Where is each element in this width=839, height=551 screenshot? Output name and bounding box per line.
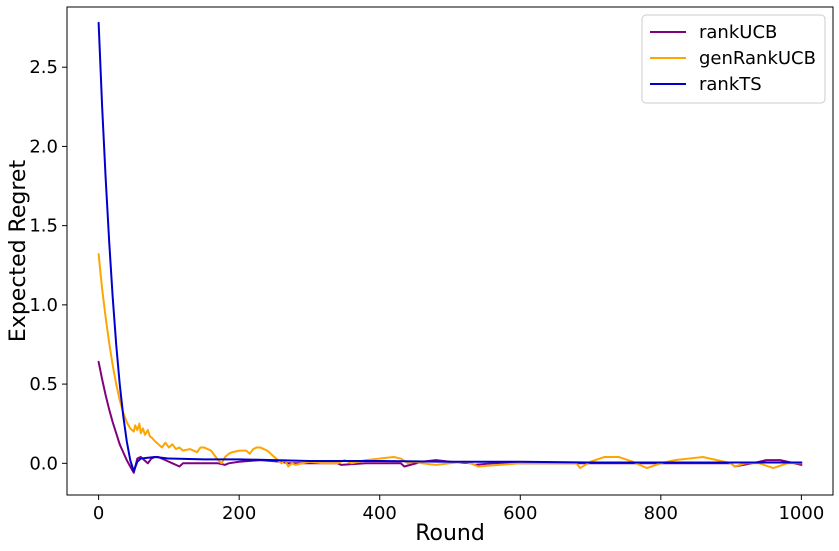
- legend-label-rankUCB: rankUCB: [699, 22, 777, 43]
- series-line-genRankUCB: [97, 253, 803, 470]
- x-tick-label: 800: [644, 503, 678, 524]
- y-tick-label: 0.5: [29, 374, 58, 395]
- y-tick-label: 0.0: [29, 453, 58, 474]
- x-axis-ticks: 0 200 400 600 800 1000: [93, 495, 824, 524]
- x-tick-label: 600: [503, 503, 537, 524]
- x-tick-label: 400: [363, 503, 397, 524]
- legend-label-rankTS: rankTS: [699, 74, 762, 95]
- plot-area: [66, 6, 834, 496]
- x-tick-label: 200: [222, 503, 256, 524]
- x-tick-label: 1000: [778, 503, 824, 524]
- y-tick-label: 2.0: [29, 136, 58, 157]
- legend: rankUCB genRankUCB rankTS: [641, 14, 826, 104]
- legend-label-genRankUCB: genRankUCB: [699, 48, 816, 69]
- x-axis-label: Round: [415, 521, 485, 546]
- series-line-rankTS: [97, 21, 803, 473]
- y-axis-ticks: 0.0 0.5 1.0 1.5 2.0 2.5: [29, 57, 67, 474]
- y-tick-label: 1.0: [29, 295, 58, 316]
- y-tick-label: 2.5: [29, 57, 58, 78]
- y-tick-label: 1.5: [29, 216, 58, 237]
- legend-box: [641, 14, 826, 104]
- x-tick-label: 0: [93, 503, 104, 524]
- legend-entries: rankUCB genRankUCB rankTS: [650, 22, 816, 95]
- y-axis-label: Expected Regret: [6, 160, 31, 343]
- series-layer: [97, 21, 803, 474]
